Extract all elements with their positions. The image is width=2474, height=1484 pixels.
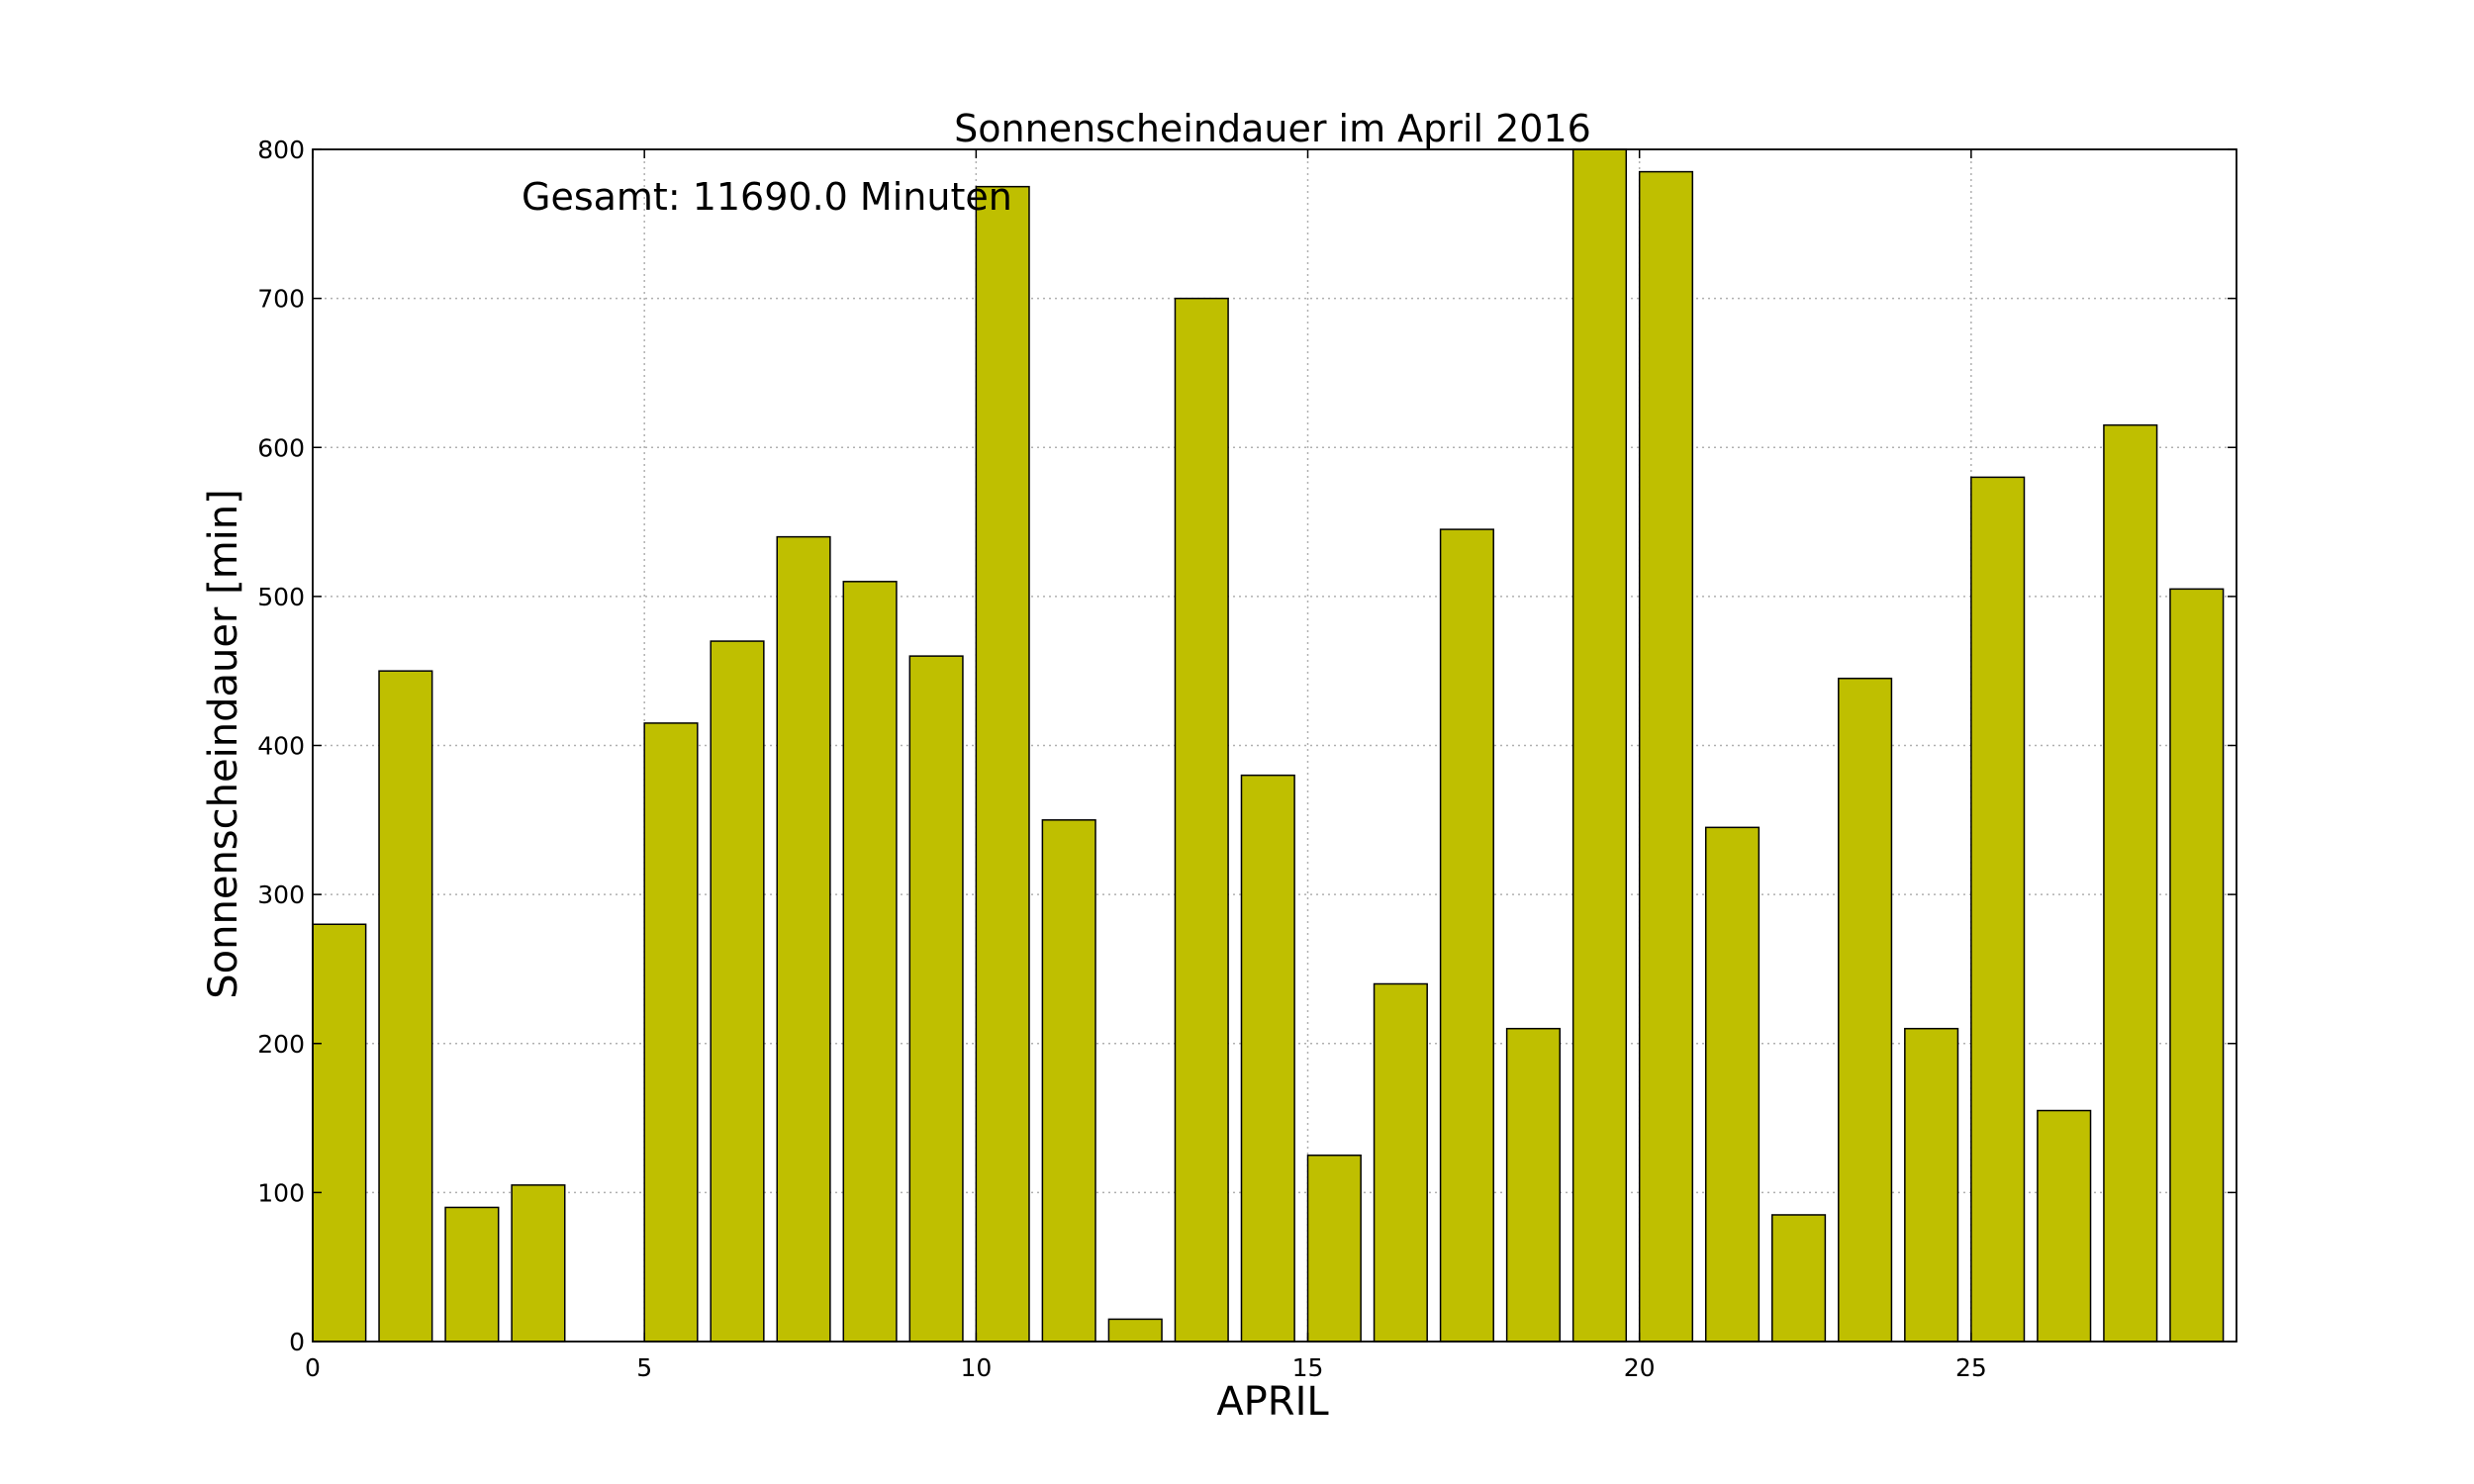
x-tick-label: 25 [1955,1353,1987,1382]
bar [378,670,433,1343]
x-tick-labels: 0 5 10 15 20 25 [305,1353,1987,1382]
bar [908,655,964,1343]
bar [1838,677,1893,1343]
bar [2103,423,2158,1343]
y-tick-label: 100 [257,1178,305,1207]
bar [2169,588,2225,1343]
x-tick-label: 5 [636,1353,652,1382]
bar [1704,826,1760,1343]
bar [2037,1109,2092,1343]
bar [643,722,699,1343]
x-tick-label: 0 [305,1353,321,1382]
bar [1970,476,2026,1343]
axis-ticks [312,148,2236,1343]
bar [975,185,1030,1343]
x-tick-label: 10 [960,1353,992,1382]
y-tick-label: 200 [257,1030,305,1059]
bar [1439,528,1494,1343]
y-tick-label: 300 [257,881,305,909]
bar [1771,1214,1827,1343]
y-tick-label: 800 [257,136,305,164]
y-axis-label: Sonnenscheindauer [min] [201,489,246,998]
bar [1041,819,1096,1343]
y-tick-label: 700 [257,285,305,314]
bar [1904,1027,1959,1343]
bar [1505,1027,1561,1343]
bar [1240,774,1295,1343]
x-tick-label: 15 [1292,1353,1324,1382]
bar [312,923,367,1343]
bars [312,148,2225,1343]
bar [842,581,898,1343]
bar [776,535,831,1343]
x-axis-label: APRIL [1216,1379,1329,1425]
chart-title: Sonnenscheindauer im April 2016 [954,107,1591,150]
total-annotation: Gesamt: 11690.0 Minuten [522,175,1012,219]
bar [1571,148,1628,1343]
bar [710,640,765,1343]
bar [444,1206,500,1343]
bar [1373,982,1428,1343]
y-tick-labels: 0 100 200 300 400 500 600 700 800 [257,136,305,1356]
bar [1174,297,1229,1343]
y-tick-label: 400 [257,732,305,761]
bar [1306,1154,1362,1343]
y-tick-label: 600 [257,433,305,462]
bar [1638,170,1694,1343]
x-tick-label: 20 [1624,1353,1656,1382]
y-tick-label: 500 [257,583,305,611]
y-tick-label: 0 [289,1328,305,1356]
bar [511,1184,566,1343]
bar [1107,1318,1163,1343]
